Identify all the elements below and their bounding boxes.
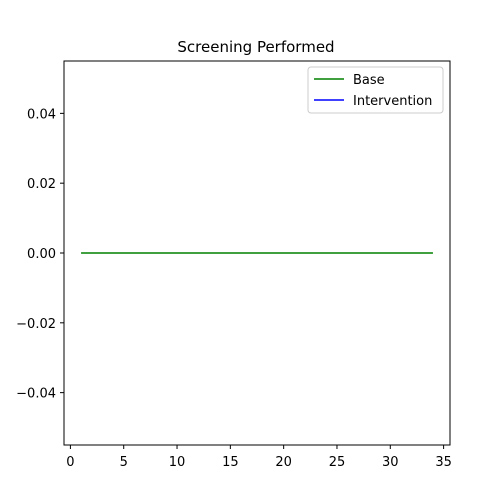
legend-label-base: Base xyxy=(353,73,385,88)
x-tick-label: 10 xyxy=(169,455,186,470)
y-axis: −0.04 −0.02 0.00 0.02 0.04 xyxy=(16,107,64,402)
chart-title: Screening Performed xyxy=(177,38,334,56)
y-tick-label: 0.02 xyxy=(27,177,56,192)
x-tick-label: 25 xyxy=(329,455,346,470)
x-axis: 0 5 10 15 20 25 30 35 xyxy=(66,445,452,470)
x-tick-label: 30 xyxy=(382,455,399,470)
x-tick-label: 15 xyxy=(222,455,239,470)
x-tick-label: 5 xyxy=(120,455,128,470)
legend: Base Intervention xyxy=(307,66,444,114)
y-tick-label: 0.00 xyxy=(27,247,56,262)
y-tick-label: −0.04 xyxy=(16,387,56,402)
x-tick-label: 0 xyxy=(66,455,74,470)
legend-label-intervention: Intervention xyxy=(353,94,432,109)
y-tick-label: −0.02 xyxy=(16,317,56,332)
x-tick-label: 35 xyxy=(435,455,452,470)
x-tick-label: 20 xyxy=(275,455,292,470)
y-tick-label: 0.04 xyxy=(27,107,56,122)
